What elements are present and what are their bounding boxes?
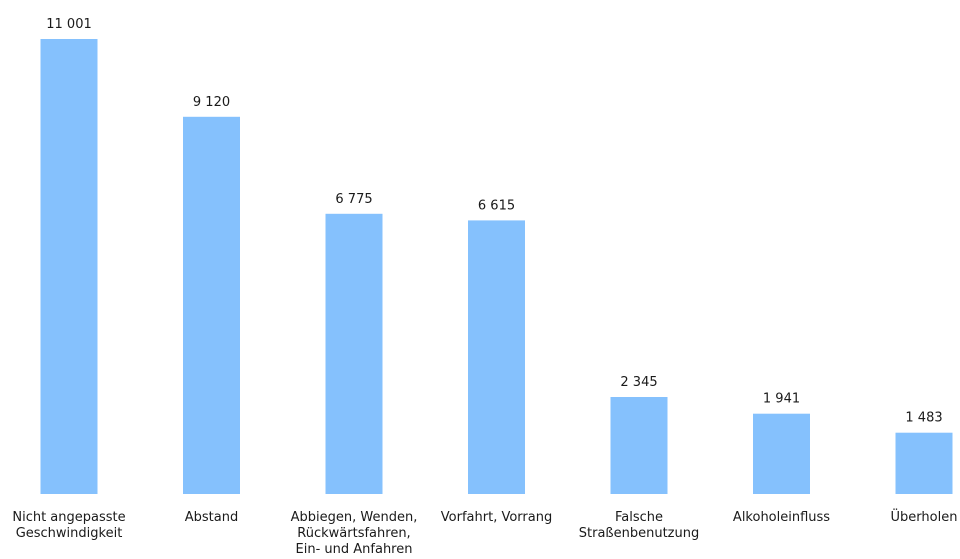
bar-2 [325, 213, 383, 495]
bar-6 [895, 432, 953, 494]
category-label-line: Abstand [185, 510, 238, 525]
category-label-line: Falsche [615, 510, 663, 525]
category-label: Abbiegen, Wenden, Rückwärtsfahren, Ein- un… [291, 510, 418, 557]
category-label: Überholen [891, 508, 958, 525]
category-label: Nicht angepasste Geschwindigkeit [12, 510, 125, 541]
category-label-line: Rückwärtsfahren, [297, 526, 410, 541]
bar-value-label: 1 941 [763, 392, 800, 407]
bar-4 [610, 397, 668, 494]
category-label-line: Vorfahrt, Vorrang [441, 510, 552, 525]
bar-1 [183, 116, 240, 495]
category-label-line: Abbiegen, Wenden, [291, 510, 418, 525]
category-label-line: Ein- und Anfahren [296, 542, 413, 557]
value-labels-group: 11 001 9 120 6 775 6 615 2 345 1 941 1 483 [46, 17, 942, 426]
bar-value-label: 1 483 [905, 411, 942, 426]
category-label: Alkoholeinfluss [733, 510, 830, 525]
category-label: Abstand [185, 510, 238, 525]
bar-value-label: 2 345 [620, 375, 657, 390]
bar-0 [40, 39, 98, 494]
category-label-line: Geschwindigkeit [16, 526, 123, 541]
category-label-line: Überholen [891, 508, 958, 525]
category-label: Vorfahrt, Vorrang [441, 510, 552, 525]
bar-3 [468, 220, 525, 494]
bars-group [40, 39, 953, 495]
bar-5 [753, 413, 810, 494]
bar-value-label: 11 001 [46, 17, 92, 32]
category-labels-group: Nicht angepasste Geschwindigkeit Abstand Ab… [12, 508, 957, 557]
category-label-line: Alkoholeinfluss [733, 510, 830, 525]
category-label-line: Nicht angepasste [12, 510, 125, 525]
bar-value-label: 6 775 [335, 192, 372, 207]
category-label: Falsche Straßenbenutzung [579, 510, 699, 541]
bar-value-label: 6 615 [478, 198, 515, 213]
bar-value-label: 9 120 [193, 95, 230, 110]
category-label-line: Straßenbenutzung [579, 526, 699, 541]
